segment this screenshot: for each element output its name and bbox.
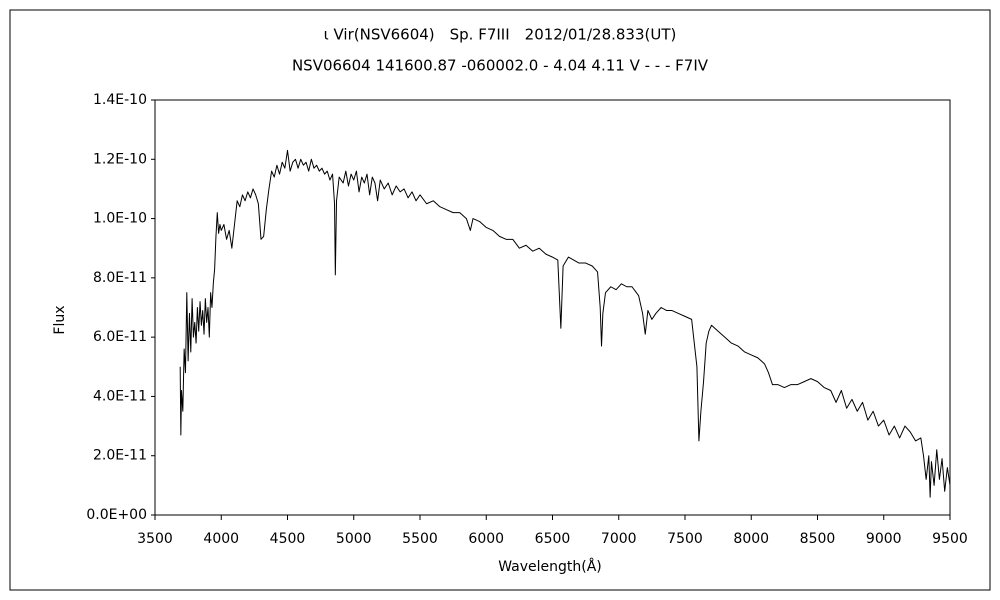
x-tick-label: 6500 (535, 531, 571, 547)
x-tick-label: 4000 (203, 531, 239, 547)
x-tick-label: 6000 (468, 531, 504, 547)
y-tick-label: 0.0E+00 (86, 507, 147, 523)
y-axis-label: Flux (52, 305, 68, 334)
x-tick-label: 3500 (137, 531, 173, 547)
x-tick-label: 9000 (866, 531, 902, 547)
y-tick-label: 1.2E-10 (93, 151, 147, 167)
x-tick-label: 9500 (932, 531, 968, 547)
x-axis-label: Wavelength(Å) (498, 558, 602, 575)
y-tick-label: 8.0E-11 (93, 270, 147, 286)
x-tick-label: 8000 (733, 531, 769, 547)
x-tick-label: 5500 (402, 531, 438, 547)
x-tick-label: 7000 (601, 531, 637, 547)
x-tick-label: 8500 (800, 531, 836, 547)
y-tick-label: 2.0E-11 (93, 448, 147, 464)
chart-frame (9, 9, 991, 591)
y-tick-label: 6.0E-11 (93, 329, 147, 345)
x-tick-label: 5000 (336, 531, 372, 547)
chart-title: ι Vir(NSV6604) Sp. F7III 2012/01/28.833(… (324, 26, 677, 44)
y-tick-label: 1.0E-10 (93, 211, 147, 227)
x-tick-label: 7500 (667, 531, 703, 547)
spectrum-line (179, 149, 951, 498)
y-tick-label: 4.0E-11 (93, 388, 147, 404)
x-tick-label: 4500 (270, 531, 306, 547)
y-tick-label: 1.4E-10 (93, 92, 147, 108)
chart-subtitle: NSV06604 141600.87 -060002.0 - 4.04 4.11… (292, 57, 709, 75)
